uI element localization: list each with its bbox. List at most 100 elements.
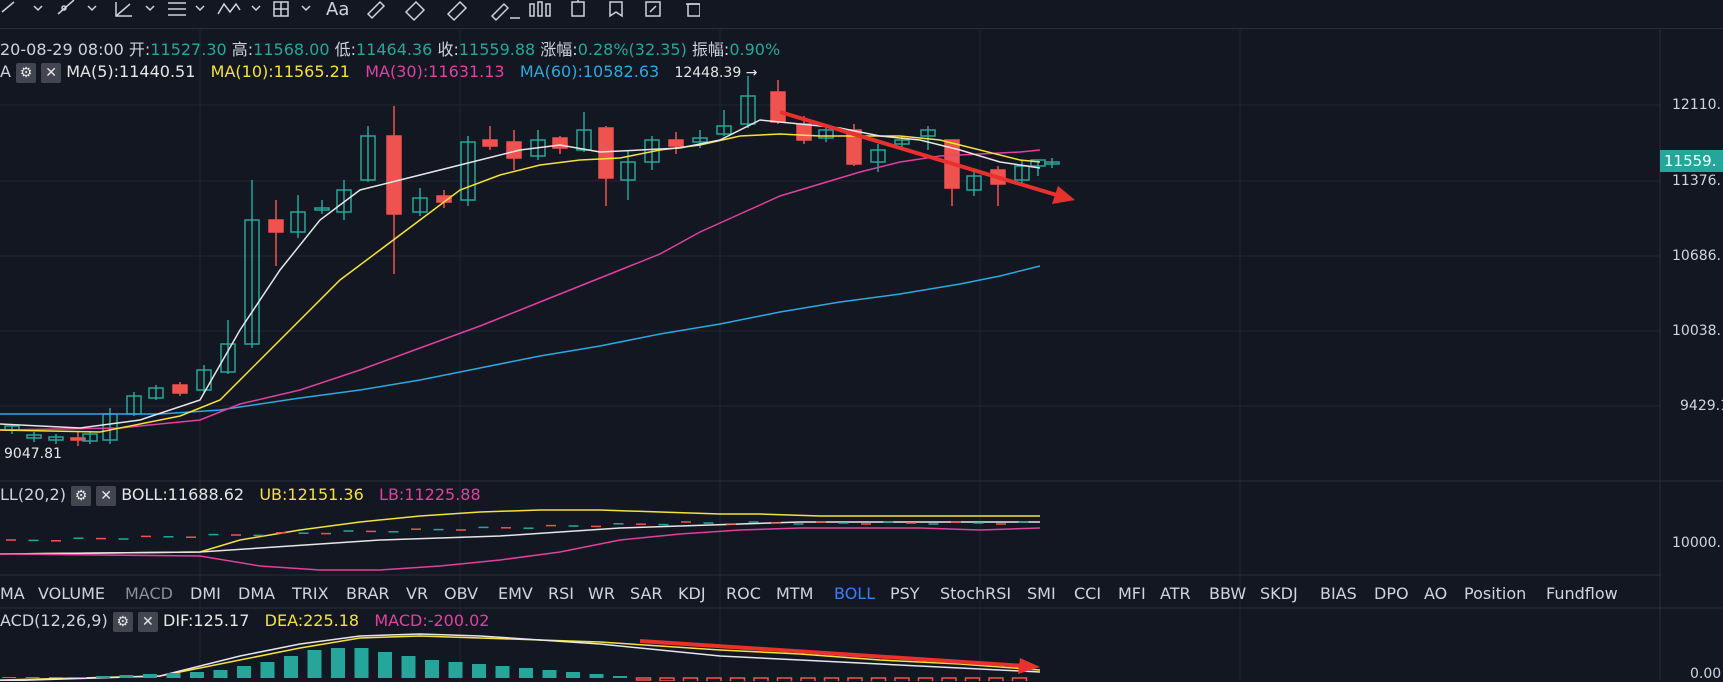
candle-body bbox=[716, 125, 732, 135]
tab-atr[interactable]: ATR bbox=[1160, 584, 1191, 603]
candle-body bbox=[894, 139, 910, 145]
ma30-value: MA(30):11631.13 bbox=[365, 62, 505, 81]
close-label: 收: bbox=[437, 40, 459, 59]
tab-sar[interactable]: SAR bbox=[630, 584, 663, 603]
macd-settings-gear-icon[interactable]: ⚙ bbox=[112, 611, 133, 632]
macd-hist-bar bbox=[659, 677, 675, 681]
macd-hist-bar bbox=[354, 648, 369, 678]
tab-dma[interactable]: DMA bbox=[238, 584, 276, 603]
open-value: 11527.30 bbox=[150, 40, 227, 59]
tab-skdj[interactable]: SKDJ bbox=[1260, 584, 1298, 603]
trend-line-icon[interactable] bbox=[1, 1, 43, 13]
tab-emv[interactable]: EMV bbox=[498, 584, 533, 603]
price-axis-label: 11376. bbox=[1672, 173, 1721, 189]
macd-hist-bar bbox=[589, 674, 604, 678]
boll-close-icon[interactable]: ✕ bbox=[96, 485, 117, 506]
tab-obv[interactable]: OBV bbox=[444, 584, 479, 603]
boll-axis-label: 10000. bbox=[1672, 535, 1721, 551]
macd-axis-label: 0.00 bbox=[1690, 666, 1722, 682]
tab-cci[interactable]: CCI bbox=[1074, 584, 1102, 603]
candle-body bbox=[336, 189, 352, 213]
candle-body bbox=[770, 91, 786, 123]
macd-hist-bar bbox=[96, 676, 110, 678]
tab-mfi[interactable]: MFI bbox=[1118, 584, 1146, 603]
macd-hist-bar bbox=[894, 677, 910, 681]
tab-ma[interactable]: MA bbox=[0, 584, 25, 603]
macd-hist-bar bbox=[964, 677, 981, 681]
pencil-icon[interactable] bbox=[490, 2, 520, 22]
horizontal-lines-icon[interactable] bbox=[168, 2, 205, 16]
ma10-line bbox=[0, 133, 1041, 433]
macd-hist-bar bbox=[917, 677, 934, 681]
magnet-icon[interactable] bbox=[645, 1, 661, 17]
tab-bias[interactable]: BIAS bbox=[1320, 584, 1357, 603]
macd-dea-value: DEA:225.18 bbox=[264, 611, 360, 630]
tab-position[interactable]: Position bbox=[1464, 584, 1527, 603]
ruler-icon[interactable] bbox=[446, 0, 468, 22]
tab-stochrsi[interactable]: StochRSI bbox=[940, 584, 1012, 603]
candle-body bbox=[740, 95, 756, 125]
tab-smi[interactable]: SMI bbox=[1027, 584, 1056, 603]
trash-icon[interactable] bbox=[686, 3, 700, 17]
tab-ao[interactable]: AO bbox=[1424, 584, 1448, 603]
low-label: 低: bbox=[334, 40, 357, 59]
tab-roc[interactable]: ROC bbox=[726, 584, 761, 603]
macd-hist-bar bbox=[635, 677, 652, 681]
candle-body bbox=[1044, 161, 1060, 165]
tab-brar[interactable]: BRAR bbox=[346, 584, 390, 603]
macd-hist-bar bbox=[190, 672, 204, 678]
macd-hist-bar bbox=[284, 656, 298, 678]
bookmark-icon[interactable] bbox=[609, 1, 623, 18]
wave-tool-icon[interactable] bbox=[217, 2, 261, 15]
tab-boll[interactable]: BOLL bbox=[834, 584, 876, 603]
trend-arrow-main[interactable] bbox=[779, 110, 1075, 204]
price-axis-label: 10686. bbox=[1672, 248, 1721, 264]
tab-kdj[interactable]: KDJ bbox=[678, 584, 706, 603]
measure-icon[interactable] bbox=[273, 1, 311, 17]
macd-hist-bar bbox=[847, 677, 863, 681]
candle-body bbox=[412, 197, 428, 213]
tab-mtm[interactable]: MTM bbox=[776, 584, 814, 603]
ray-tool-icon[interactable] bbox=[57, 0, 97, 15]
boll-lb-line bbox=[0, 527, 1041, 571]
ma60-line bbox=[0, 265, 1041, 415]
tab-fundflow[interactable]: Fundflow bbox=[1546, 584, 1618, 603]
macd-hist-bar bbox=[941, 677, 957, 681]
macd-hist-bar bbox=[870, 677, 887, 681]
brush-icon[interactable] bbox=[366, 0, 386, 20]
macd-hist-bar bbox=[143, 674, 157, 678]
macd-hist-bar bbox=[237, 666, 251, 678]
boll-settings-gear-icon[interactable]: ⚙ bbox=[71, 485, 92, 506]
tab-rsi[interactable]: RSI bbox=[548, 584, 574, 603]
macd-close-icon[interactable]: ✕ bbox=[137, 611, 158, 632]
rectangle-icon[interactable] bbox=[571, 0, 585, 17]
ma-prefix: A bbox=[0, 62, 11, 81]
trend-arrow-macd[interactable] bbox=[639, 639, 1040, 674]
eraser-icon[interactable] bbox=[404, 0, 426, 22]
tab-psy[interactable]: PSY bbox=[890, 584, 920, 603]
candle-body bbox=[70, 437, 86, 441]
ma-settings-gear-icon[interactable]: ⚙ bbox=[16, 62, 37, 83]
candle-body bbox=[598, 127, 614, 179]
macd-hist-bar bbox=[2, 677, 16, 678]
tab-trix[interactable]: TRIX bbox=[292, 584, 329, 603]
macd-hist-bar bbox=[119, 675, 134, 678]
text-tool-label[interactable]: Aa bbox=[326, 0, 350, 20]
tab-dmi[interactable]: DMI bbox=[190, 584, 221, 603]
tab-wr[interactable]: WR bbox=[588, 584, 615, 603]
tab-macd[interactable]: MACD bbox=[125, 584, 173, 603]
tab-volume[interactable]: VOLUME bbox=[38, 584, 105, 603]
candle-body bbox=[552, 137, 568, 149]
pattern-icon[interactable] bbox=[529, 1, 551, 17]
ma-close-icon[interactable]: ✕ bbox=[41, 62, 62, 83]
macd-hist-value: MACD:-200.02 bbox=[374, 611, 490, 630]
fib-tool-icon[interactable] bbox=[115, 2, 155, 17]
current-price-value: 11559. bbox=[1664, 152, 1717, 170]
candle-body bbox=[460, 141, 476, 201]
toolbar-icons bbox=[1, 0, 700, 22]
tab-vr[interactable]: VR bbox=[406, 584, 429, 603]
tab-dpo[interactable]: DPO bbox=[1374, 584, 1409, 603]
tab-bbw[interactable]: BBW bbox=[1209, 584, 1247, 603]
macd-hist-bar bbox=[260, 662, 275, 678]
